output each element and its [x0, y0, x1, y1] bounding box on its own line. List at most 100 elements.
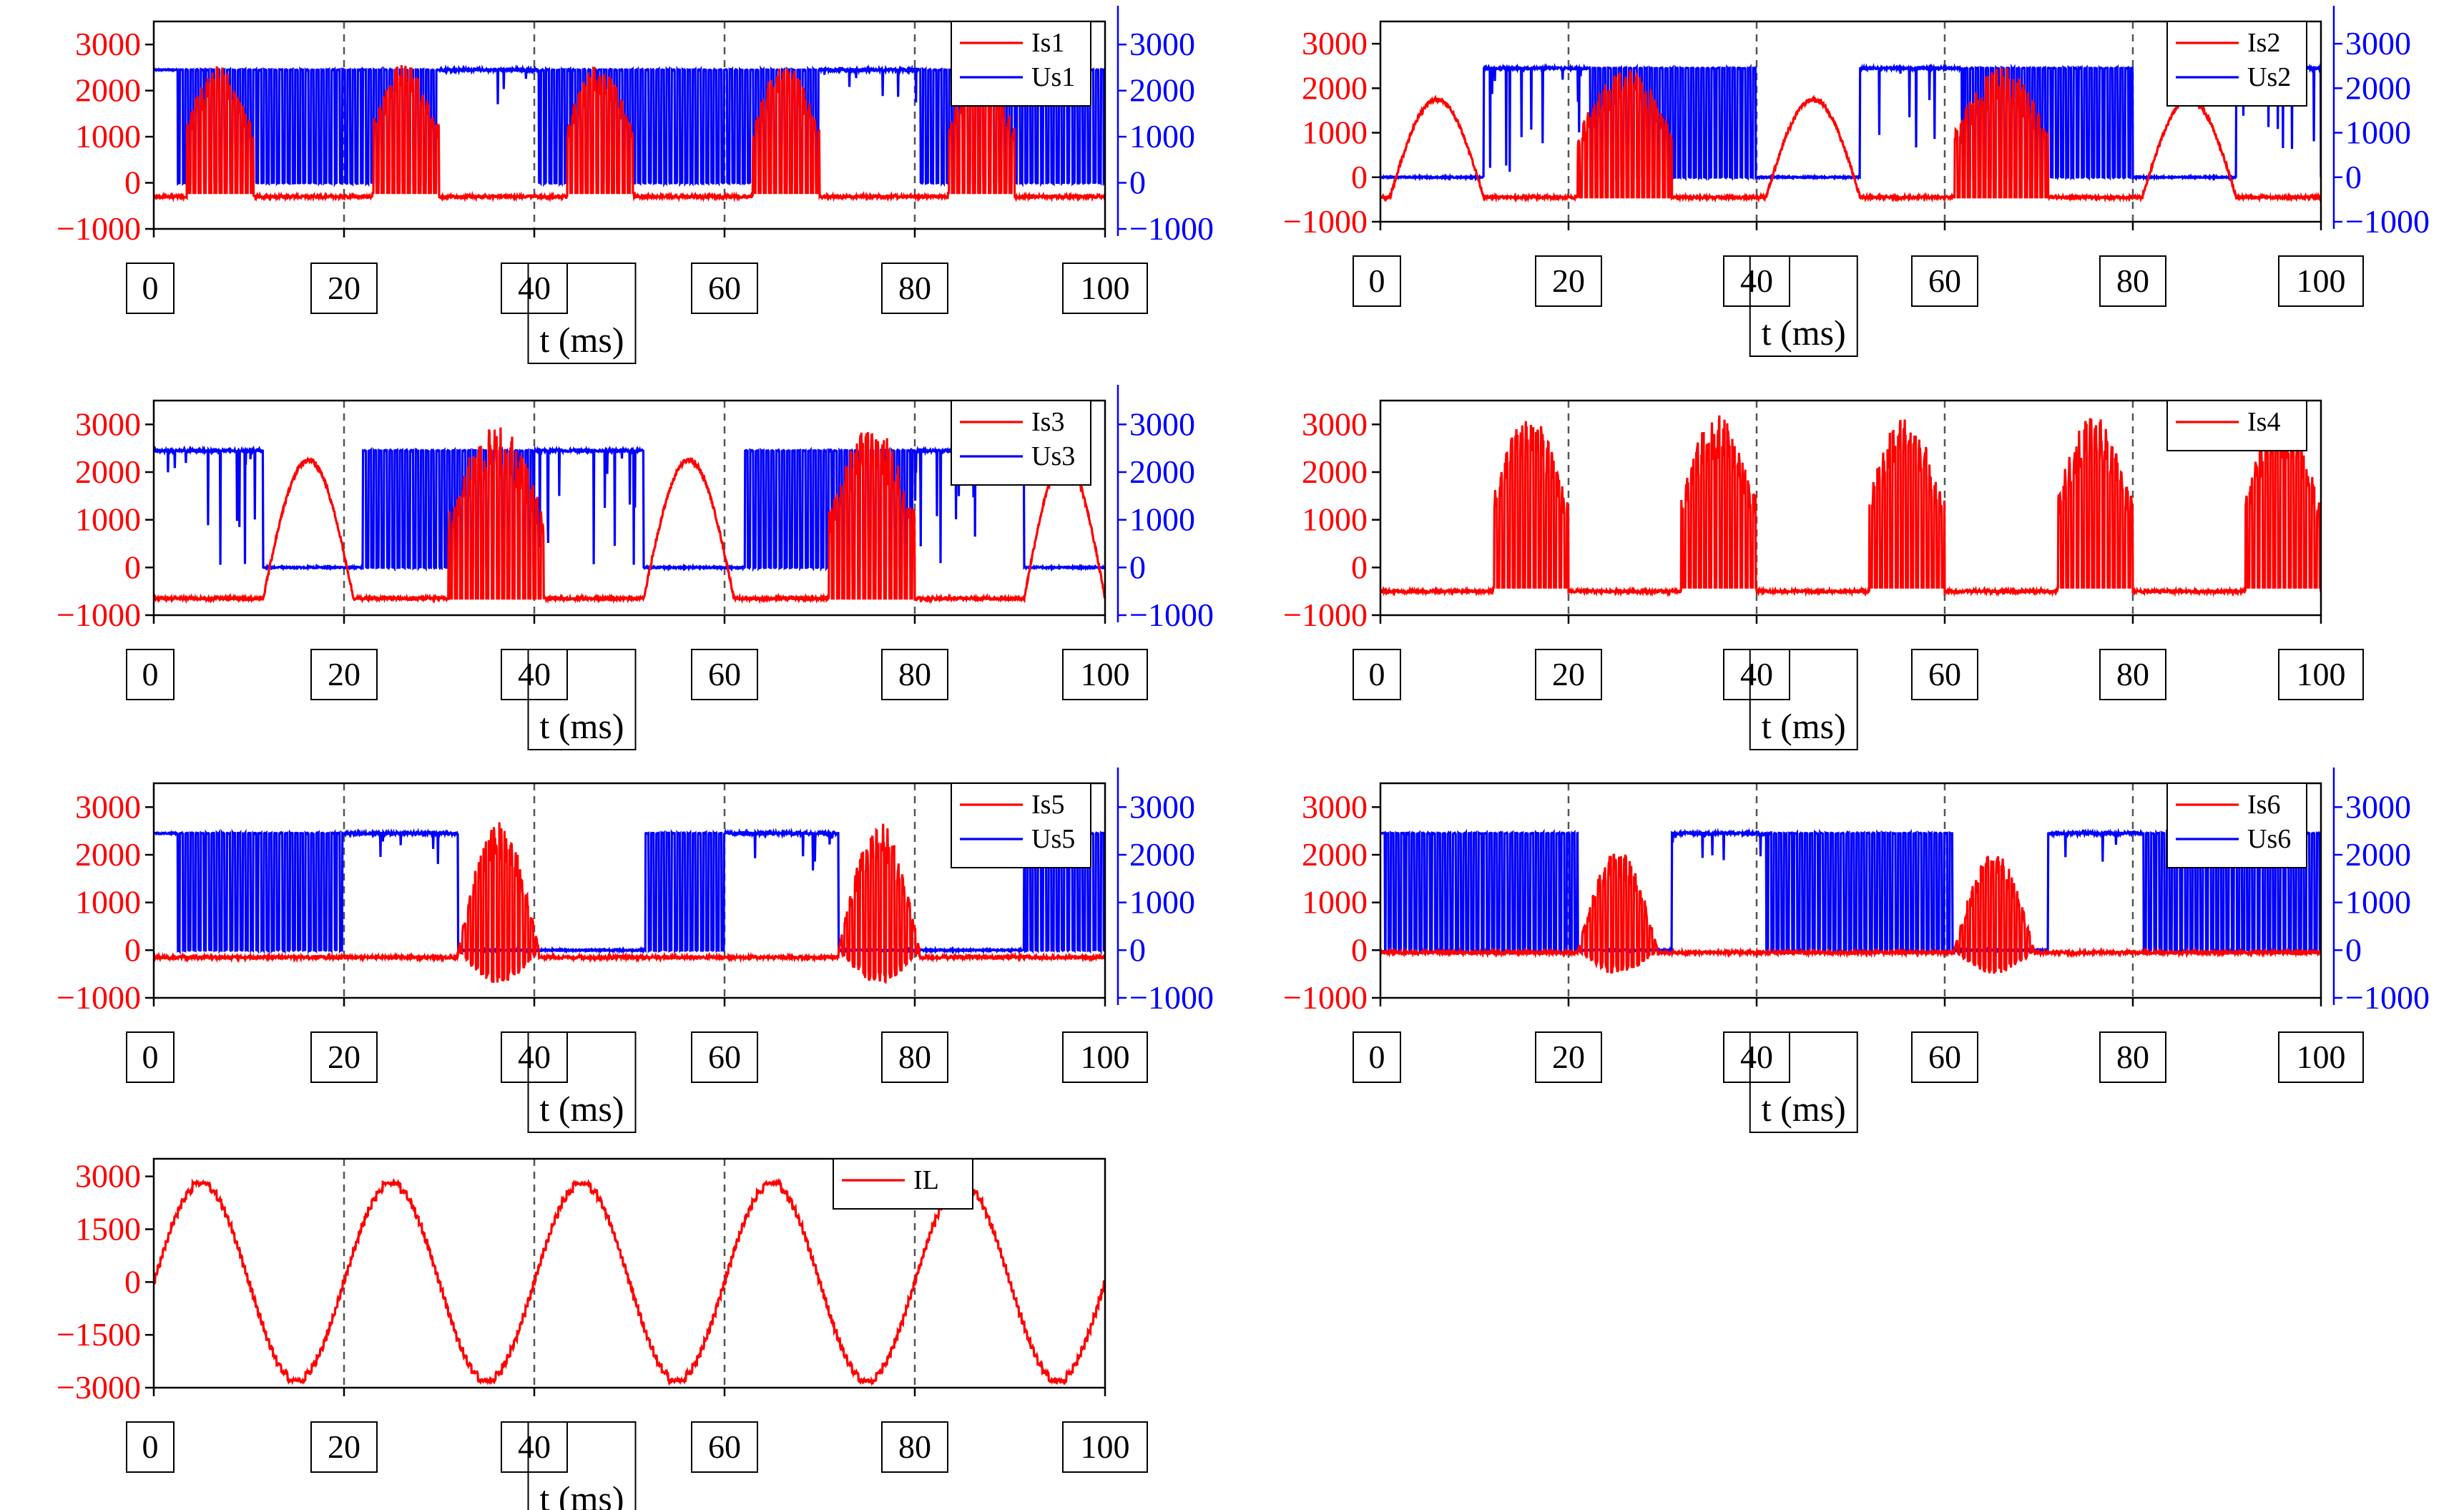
ytick-label-right: 1000: [1129, 501, 1195, 538]
xtick-box: [691, 1421, 758, 1473]
xtick-label: 80: [898, 656, 931, 692]
ytick-label-right: 0: [1129, 931, 1146, 968]
series-Is4: [1380, 415, 2321, 597]
series-Is1: [154, 64, 1105, 203]
xtick-label: 20: [328, 270, 360, 306]
ytick-label-right: 1000: [2345, 884, 2411, 921]
series-IL: [154, 1177, 1105, 1386]
xtick-box: [126, 649, 175, 700]
xtick-box: [1062, 649, 1148, 700]
xtick-box: [691, 649, 758, 700]
xtick-box: [691, 1031, 758, 1083]
xtick-label: 60: [708, 1428, 741, 1465]
xtick-label: 40: [518, 1039, 551, 1075]
legend-s6: [2166, 783, 2307, 868]
xtick-label: 0: [1369, 1039, 1385, 1075]
xtick-box: [1723, 1031, 1790, 1083]
xtick-box: [881, 1421, 948, 1473]
xtick-box: [310, 1031, 378, 1083]
ytick-label-left: 0: [124, 165, 141, 201]
ytick-label-left: 2000: [1302, 69, 1368, 106]
xtick-label: 60: [708, 656, 741, 692]
xtick-label: 0: [142, 270, 159, 306]
xtick-label: 0: [1369, 656, 1385, 692]
xlabel-box: [527, 1421, 637, 1510]
xtick-label: 60: [1928, 1039, 1961, 1075]
ytick-label-left: 1000: [1302, 884, 1368, 921]
xlabel-box: [527, 263, 637, 364]
plot-frame: [152, 1157, 1106, 1389]
ytick-label-left: −1500: [57, 1316, 141, 1353]
legend-label: Is4: [2247, 407, 2280, 437]
ytick-label-right: 1000: [1129, 118, 1195, 155]
plot-frame: [1379, 782, 2322, 999]
ytick-label-left: 1000: [75, 501, 141, 538]
xlabel-box: [527, 649, 637, 750]
ytick-label-right: 0: [1129, 549, 1146, 585]
xtick-label: 20: [1552, 263, 1585, 299]
xtick-label: 80: [2116, 1039, 2149, 1075]
xtick-label: 100: [1081, 1039, 1130, 1075]
ytick-label-left: −3000: [57, 1369, 141, 1406]
xtick-label: 40: [1740, 263, 1773, 299]
ytick-label-left: −1000: [1283, 203, 1368, 240]
xtick-label: 60: [708, 1039, 741, 1075]
xtick-label: 40: [1740, 1039, 1773, 1075]
xlabel: t (ms): [539, 1479, 624, 1510]
xtick-box: [1353, 1031, 1401, 1083]
panel-il: −3000 −1500 0 1500 3000 0 20 40 60 80 100 t (ms) IL: [57, 1157, 1148, 1510]
ytick-label-right: 2000: [2345, 836, 2411, 873]
ytick-label-right: −1000: [2345, 203, 2430, 240]
ytick-label-right: 2000: [1129, 72, 1195, 109]
ytick-label-left: −1000: [1283, 979, 1368, 1016]
legend-label: Us3: [1031, 441, 1075, 471]
legend-label: Us2: [2247, 62, 2291, 92]
xtick-label: 20: [1552, 1039, 1585, 1075]
ytick-label-right: 3000: [1129, 406, 1195, 442]
plot-frame: [1379, 20, 2322, 223]
xtick-box: [881, 649, 948, 700]
plot-frame: [152, 782, 1106, 999]
series-Is3: [154, 427, 1105, 604]
legend-label: Us1: [1031, 62, 1075, 92]
xtick-label: 60: [1928, 656, 1961, 692]
ytick-label-left: −1000: [57, 979, 141, 1016]
xtick-box: [2278, 649, 2364, 700]
series-Us3: [154, 445, 1105, 572]
xtick-label: 0: [142, 656, 159, 692]
legend-s1: [951, 21, 1091, 107]
ytick-label-right: 3000: [2345, 788, 2411, 825]
xtick-label: 100: [2297, 263, 2346, 299]
xtick-box: [310, 649, 378, 700]
legend-label: IL: [913, 1165, 939, 1195]
xtick-box: [1062, 1421, 1148, 1473]
xlabel: t (ms): [539, 1089, 624, 1129]
xlabel-box: [1749, 649, 1858, 750]
ytick-label-left: 0: [124, 1263, 141, 1300]
ytick-label-left: −1000: [1283, 597, 1368, 633]
xtick-label: 100: [1081, 270, 1130, 306]
xtick-label: 80: [2116, 263, 2149, 299]
plot-frame: [1379, 399, 2322, 617]
ytick-label-right: 3000: [1129, 26, 1195, 62]
series-Is5: [154, 822, 1105, 984]
xtick-box: [1535, 255, 1602, 307]
legend-s2: [2166, 21, 2307, 107]
xtick-box: [881, 263, 948, 314]
xtick-box: [2278, 1031, 2364, 1083]
xtick-label: 40: [1740, 656, 1773, 692]
ytick-label-left: 0: [1351, 549, 1368, 585]
ytick-label-right: −1000: [1129, 210, 1214, 247]
xtick-box: [310, 263, 378, 314]
ytick-label-left: −1000: [57, 210, 141, 247]
xtick-box: [501, 263, 568, 314]
xtick-box: [1723, 255, 1790, 307]
xtick-label: 80: [898, 1428, 931, 1465]
xtick-box: [1911, 1031, 1978, 1083]
ytick-label-right: −1000: [1129, 597, 1214, 633]
xtick-box: [1911, 255, 1978, 307]
legend-s5: [951, 783, 1091, 868]
legend-label: Is1: [1031, 28, 1064, 58]
xlabel: t (ms): [1762, 706, 1846, 746]
